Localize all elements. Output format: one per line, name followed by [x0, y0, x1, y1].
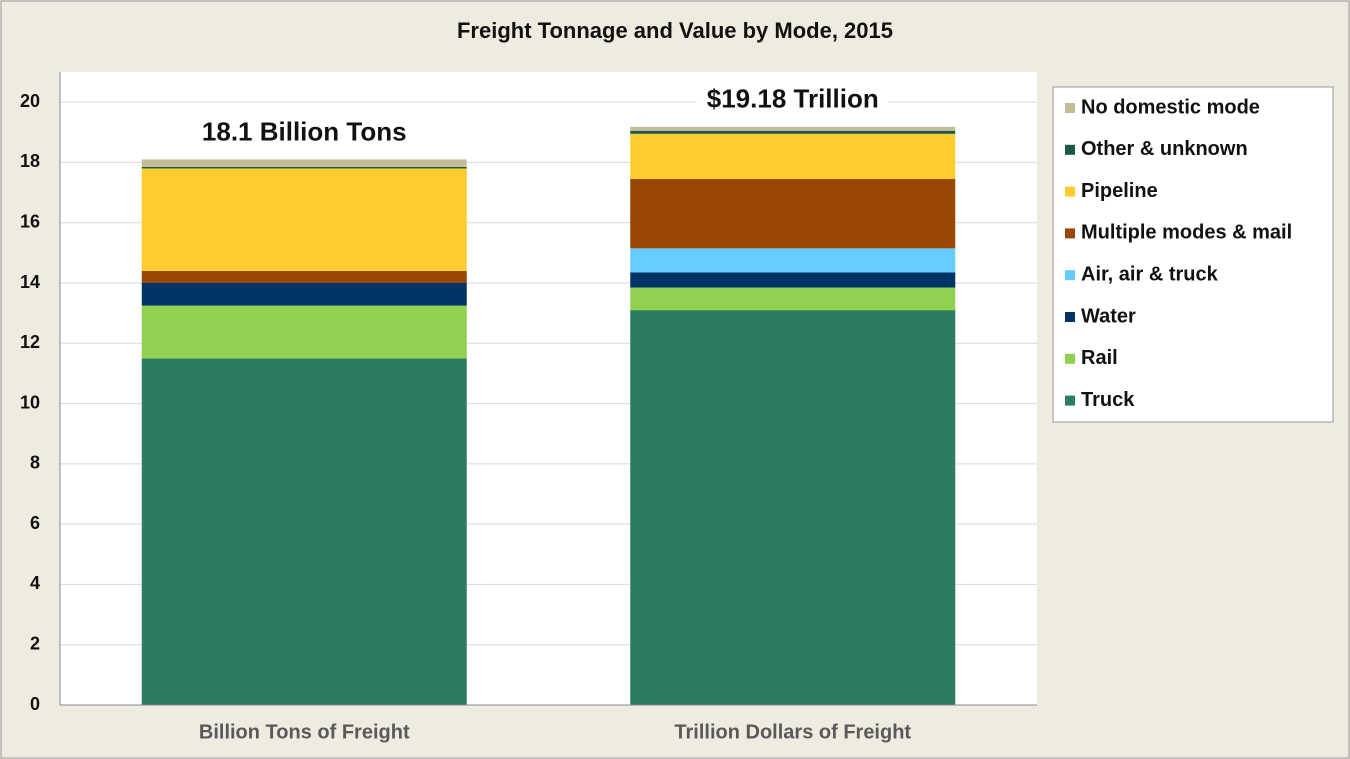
- x-tick-label: Billion Tons of Freight: [199, 721, 410, 743]
- bar-segment: [630, 130, 956, 134]
- bar-segment: [630, 133, 956, 180]
- bar-segment: [141, 159, 467, 167]
- chart-title: Freight Tonnage and Value by Mode, 2015: [457, 18, 893, 43]
- y-tick-label: 10: [20, 392, 40, 412]
- bar-segment: [141, 283, 467, 306]
- y-tick-label: 18: [20, 151, 40, 171]
- legend-swatch: [1065, 228, 1075, 239]
- legend: [1052, 86, 1334, 423]
- annotation-background: [696, 83, 889, 114]
- y-tick-label: 6: [30, 513, 40, 533]
- bar-segment: [141, 270, 467, 283]
- annotation: 18.1 Billion Tons: [202, 116, 407, 146]
- bar-segment: [141, 166, 467, 169]
- bar-segment: [630, 126, 956, 131]
- legend-label: No domestic mode: [1081, 96, 1260, 118]
- legend-swatch: [1065, 312, 1075, 322]
- legend-label: Water: [1081, 305, 1136, 327]
- bar-segment: [630, 248, 956, 273]
- legend-swatch: [1065, 353, 1075, 364]
- bar-segment: [630, 310, 956, 705]
- bar-segment: [630, 179, 956, 249]
- legend-swatch: [1065, 395, 1075, 406]
- y-tick-label: 14: [20, 272, 40, 292]
- legend-label: Multiple modes & mail: [1081, 222, 1292, 244]
- legend-swatch: [1065, 186, 1075, 197]
- legend-swatch: [1065, 270, 1075, 281]
- legend-swatch: [1065, 103, 1075, 113]
- annotation: $19.18 Trillion: [707, 84, 879, 114]
- legend-label: Other & unknown: [1081, 138, 1248, 160]
- y-tick-label: 0: [30, 694, 40, 714]
- y-tick-label: 16: [20, 211, 40, 231]
- bar-segment: [141, 168, 467, 271]
- y-tick-label: 2: [30, 633, 40, 653]
- legend-label: Pipeline: [1081, 180, 1158, 202]
- y-tick-label: 8: [30, 453, 40, 473]
- bar-segment: [630, 287, 956, 311]
- legend-label: Truck: [1081, 389, 1135, 411]
- bar-segment: [141, 358, 467, 705]
- legend-label: Rail: [1081, 347, 1118, 369]
- y-tick-label: 12: [20, 332, 40, 352]
- legend-swatch: [1065, 144, 1075, 155]
- x-tick-label: Trillion Dollars of Freight: [674, 721, 911, 743]
- bar-segment: [630, 272, 956, 288]
- y-tick-label: 4: [30, 573, 40, 593]
- bar-segment: [141, 305, 467, 359]
- annotation-background: [191, 116, 417, 147]
- legend-label: Air, air & truck: [1081, 263, 1219, 285]
- y-tick-label: 20: [20, 91, 40, 111]
